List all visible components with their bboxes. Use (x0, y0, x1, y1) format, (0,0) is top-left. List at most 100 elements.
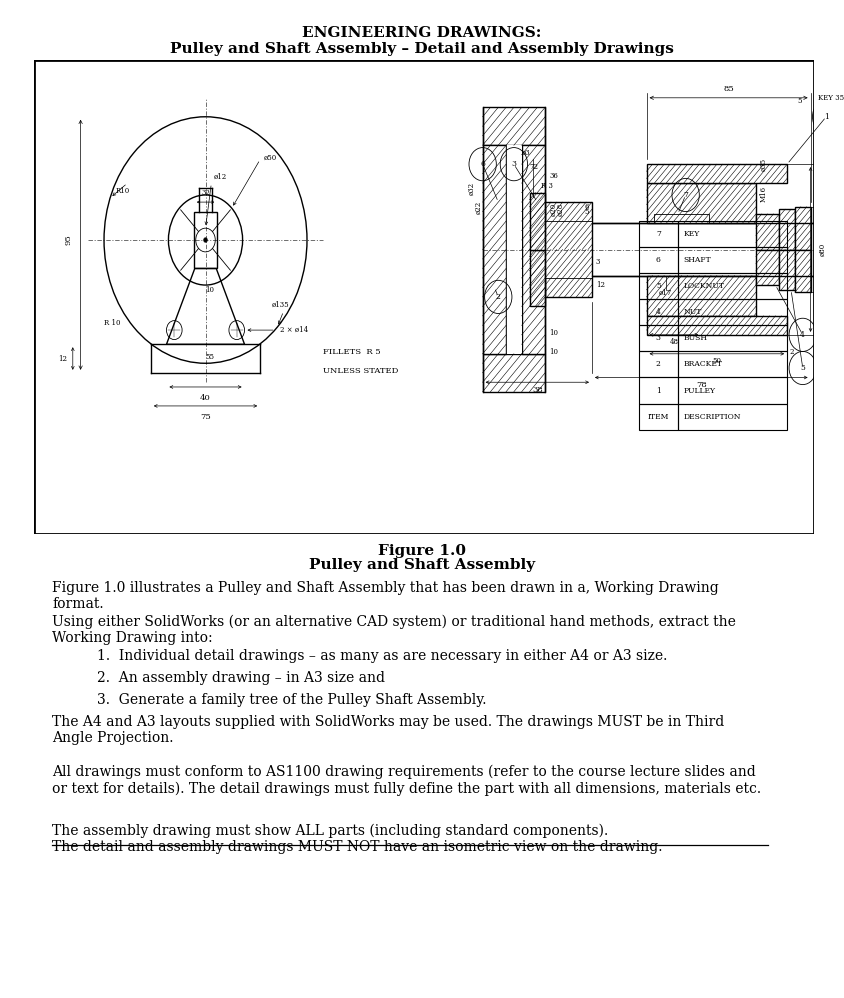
Text: 7: 7 (683, 191, 688, 199)
Text: 85: 85 (723, 85, 734, 93)
Bar (795, 207, 810, 250)
Text: 4: 4 (656, 308, 661, 316)
Text: 3: 3 (596, 257, 600, 265)
Text: BUSH: BUSH (684, 334, 707, 342)
Bar (647, 316, 787, 335)
Text: ø50: ø50 (264, 154, 278, 162)
Text: ø12: ø12 (214, 173, 226, 181)
Text: 5: 5 (800, 364, 805, 372)
Bar (756, 250, 779, 285)
Bar (194, 212, 217, 268)
Text: ø32: ø32 (467, 182, 475, 195)
Text: LOCKNUT: LOCKNUT (684, 282, 725, 290)
Bar (529, 193, 545, 250)
Bar (756, 214, 779, 250)
Text: Figure 1.0: Figure 1.0 (378, 544, 466, 558)
Bar (678, 325, 787, 351)
Text: M16: M16 (760, 186, 768, 202)
Text: Pulley and Shaft Assembly: Pulley and Shaft Assembly (309, 558, 535, 572)
Text: ENGINEERING DRAWINGS:: ENGINEERING DRAWINGS: (302, 26, 542, 40)
Bar (678, 273, 787, 299)
Bar (522, 146, 545, 354)
Text: KEY 35×5×5: KEY 35×5×5 (819, 94, 844, 102)
Text: 7: 7 (656, 231, 661, 239)
Text: ø28: ø28 (557, 203, 565, 216)
Text: 5: 5 (797, 97, 802, 105)
Bar (639, 299, 678, 325)
Bar (529, 250, 545, 306)
Text: 3: 3 (511, 160, 517, 169)
Bar (639, 377, 678, 403)
Bar (639, 351, 678, 377)
Text: The detail and assembly drawings MUST NOT have an isometric view on the drawing.: The detail and assembly drawings MUST NO… (52, 840, 663, 854)
Text: PULLEY: PULLEY (684, 386, 716, 394)
Text: ITEM: ITEM (647, 412, 669, 420)
Text: 55: 55 (205, 352, 214, 360)
Bar (654, 214, 709, 224)
Text: 2: 2 (789, 347, 793, 356)
Text: R 3: R 3 (541, 182, 553, 190)
Bar (545, 222, 592, 278)
Text: 4: 4 (800, 330, 805, 339)
Text: The A4 and A3 layouts supplied with SolidWorks may be used. The drawings MUST be: The A4 and A3 layouts supplied with Soli… (52, 715, 725, 745)
Text: 5: 5 (584, 208, 588, 216)
Text: 2: 2 (495, 292, 500, 301)
Bar (678, 351, 787, 377)
Text: 6: 6 (584, 204, 588, 212)
Circle shape (203, 238, 208, 243)
Bar (779, 210, 795, 250)
Text: 36: 36 (549, 173, 558, 181)
Text: 10: 10 (549, 328, 558, 337)
Text: 32: 32 (201, 189, 210, 197)
Text: ø17: ø17 (658, 288, 672, 296)
Text: 48: 48 (669, 338, 679, 346)
Bar (678, 377, 787, 403)
Text: 3: 3 (656, 334, 661, 342)
Text: R10: R10 (116, 187, 130, 195)
Text: 1: 1 (824, 113, 829, 121)
Bar (545, 250, 592, 297)
Bar (483, 108, 545, 146)
Bar (647, 184, 756, 224)
Text: ø35: ø35 (760, 158, 768, 171)
Text: 75: 75 (200, 413, 211, 421)
Bar (639, 325, 678, 351)
Bar (639, 248, 678, 273)
Text: ø20: ø20 (549, 203, 557, 216)
Text: 6: 6 (480, 160, 485, 169)
Text: 1: 1 (656, 386, 661, 394)
Text: Figure 1.0 illustrates a Pulley and Shaft Assembly that has been drawn in a, Wor: Figure 1.0 illustrates a Pulley and Shaf… (52, 581, 719, 611)
Text: 50: 50 (712, 357, 722, 365)
Text: All drawings must conform to AS1100 drawing requirements (refer to the course le: All drawings must conform to AS1100 draw… (52, 764, 761, 795)
Bar (483, 354, 545, 392)
Text: 38: 38 (532, 385, 543, 394)
Bar (506, 146, 522, 354)
Text: 95: 95 (65, 235, 73, 246)
Text: BRACKET: BRACKET (684, 360, 722, 368)
Bar (795, 250, 810, 292)
Text: ø3: ø3 (522, 149, 530, 157)
Text: FILLETS  R 5: FILLETS R 5 (322, 347, 381, 356)
Bar (678, 222, 787, 248)
Bar (678, 403, 787, 430)
Text: Pulley and Shaft Assembly – Detail and Assembly Drawings: Pulley and Shaft Assembly – Detail and A… (170, 42, 674, 56)
Text: Using either SolidWorks (or an alternative CAD system) or traditional hand metho: Using either SolidWorks (or an alternati… (52, 615, 736, 646)
Text: ø135: ø135 (272, 300, 289, 308)
Text: 6: 6 (656, 256, 661, 264)
Bar (592, 224, 834, 275)
Bar (639, 403, 678, 430)
Text: DESCRIPTION: DESCRIPTION (684, 412, 741, 420)
Text: UNLESS STATED: UNLESS STATED (322, 366, 398, 375)
Bar (639, 273, 678, 299)
Text: NUT: NUT (684, 308, 702, 316)
Text: 5: 5 (656, 282, 661, 290)
Text: 78: 78 (696, 381, 706, 389)
Text: 10: 10 (549, 347, 558, 356)
Text: 10: 10 (205, 286, 214, 294)
Text: R 10: R 10 (104, 319, 121, 327)
Text: KEY: KEY (684, 231, 700, 239)
Bar (779, 250, 795, 289)
Text: 2 × ø14: 2 × ø14 (279, 326, 308, 334)
Bar (678, 299, 787, 325)
Text: 40: 40 (200, 394, 211, 402)
